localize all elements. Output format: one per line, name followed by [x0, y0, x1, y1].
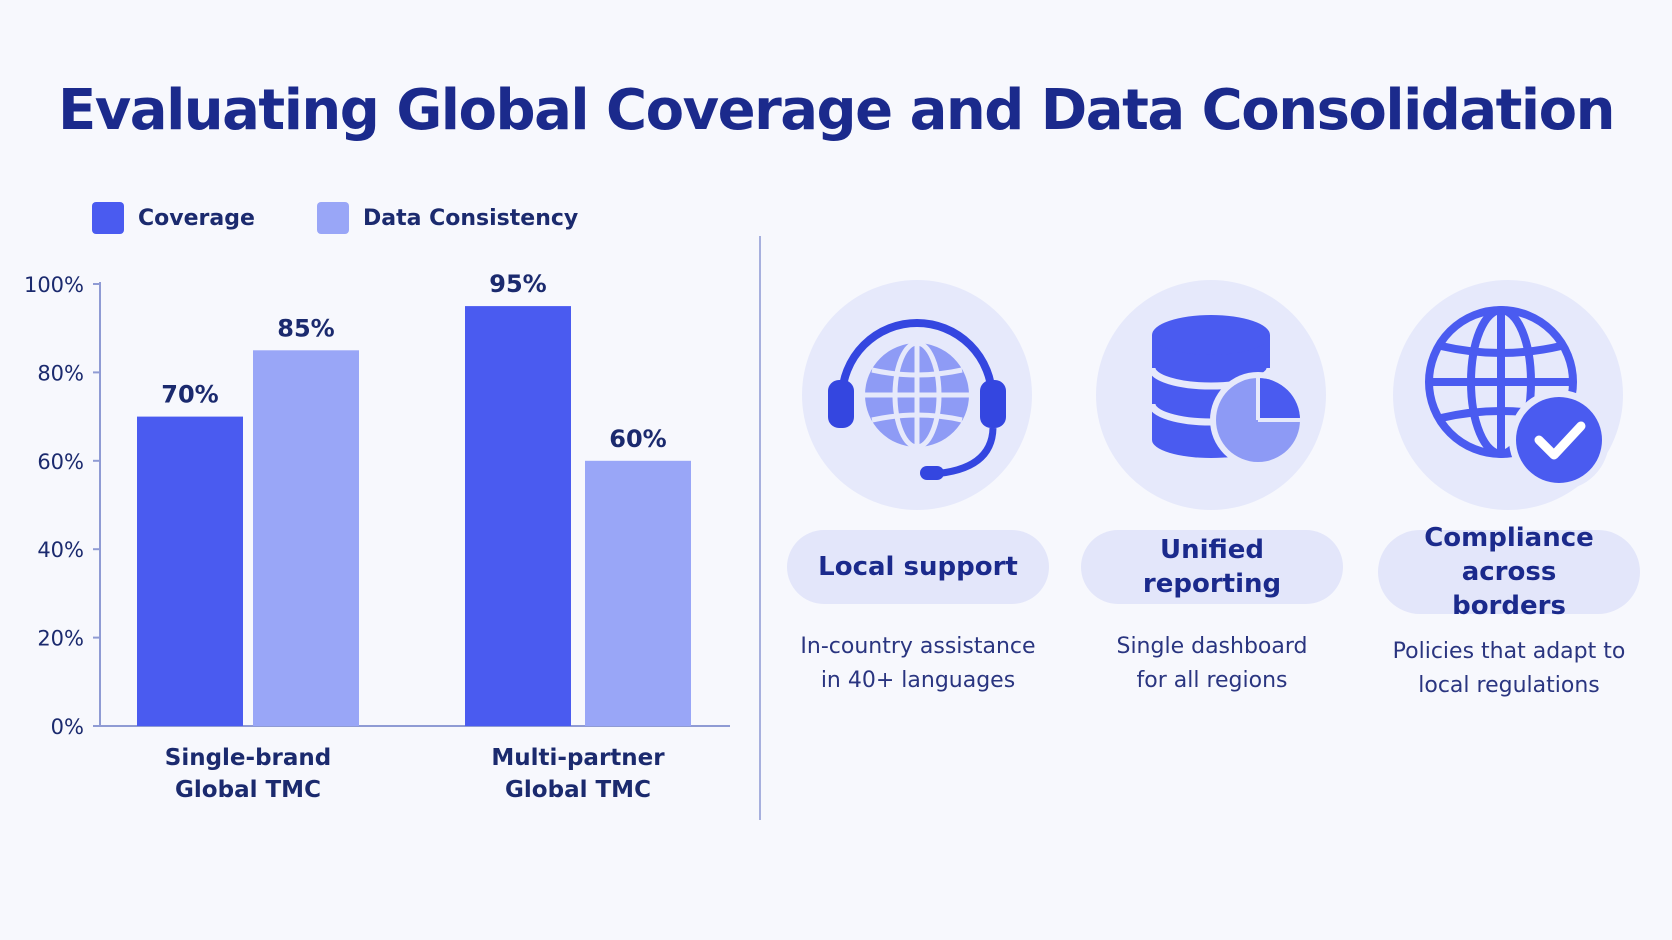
y-tick-label: 0% — [51, 715, 84, 739]
feature-label-line: Compliance across — [1424, 523, 1594, 587]
x-category-label: Global TMC — [505, 777, 651, 803]
y-tick-label: 100% — [24, 273, 84, 297]
x-category-label: Multi-partner — [491, 745, 665, 771]
database-pie-icon — [1148, 315, 1306, 468]
legend-label-data-consistency: Data Consistency — [363, 205, 579, 231]
feature-label: Unified reporting — [1142, 535, 1282, 599]
feature-icon-circle — [802, 280, 1032, 510]
feature-label-pill: Unified reporting — [1081, 530, 1343, 604]
bar-chart: 0% 20% 40% 60% 80% 100% 70% 85% Single-brand Glob… — [24, 270, 730, 803]
globe-check-icon — [1425, 306, 1609, 490]
data-label: 60% — [609, 425, 666, 453]
data-label: 70% — [161, 381, 218, 409]
feature-icon-circle — [1393, 280, 1623, 510]
legend-label-coverage: Coverage — [138, 205, 255, 231]
headset-globe-icon — [828, 319, 1006, 480]
y-tick-label: 60% — [37, 450, 84, 474]
x-category-label: Single-brand — [165, 745, 331, 771]
feature-icon-circle — [1096, 280, 1326, 510]
feature-label-pill: Compliance across borders — [1378, 523, 1640, 621]
feature-description: Policies that adapt to local regulations — [1364, 635, 1654, 703]
bar — [465, 306, 571, 726]
legend-swatch-data-consistency — [317, 202, 349, 234]
feature-label: Local support — [818, 552, 1018, 582]
data-label: 95% — [489, 270, 546, 298]
feature-description-line: Policies that adapt to — [1392, 639, 1626, 664]
y-tick-label: 40% — [37, 538, 84, 562]
x-category-label: Global TMC — [175, 777, 321, 803]
feature-description-line: In-country assistance — [800, 634, 1036, 659]
legend-item-data-consistency: Data Consistency — [317, 202, 578, 234]
bar — [253, 350, 359, 726]
feature-description-line: for all regions — [1136, 668, 1288, 693]
feature-label-pill: Local support — [787, 530, 1049, 604]
y-tick-label: 80% — [37, 361, 84, 385]
feature-description: In-country assistance in 40+ languages — [773, 630, 1063, 698]
bar — [585, 460, 691, 726]
page-title: Evaluating Global Coverage and Data Cons… — [58, 78, 1615, 143]
legend-swatch-coverage — [92, 202, 124, 234]
feature-label: Compliance across borders — [1378, 521, 1640, 623]
feature-label-line: borders — [1452, 591, 1566, 621]
bar — [137, 416, 243, 726]
feature-description: Single dashboard for all regions — [1067, 630, 1357, 698]
y-tick-label: 20% — [37, 627, 84, 651]
section-divider — [759, 236, 761, 820]
legend-item-coverage: Coverage — [92, 202, 255, 234]
feature-description-line: Single dashboard — [1116, 634, 1308, 659]
data-label: 85% — [277, 314, 334, 342]
feature-description-line: in 40+ languages — [820, 668, 1016, 693]
feature-description-line: local regulations — [1418, 673, 1600, 698]
